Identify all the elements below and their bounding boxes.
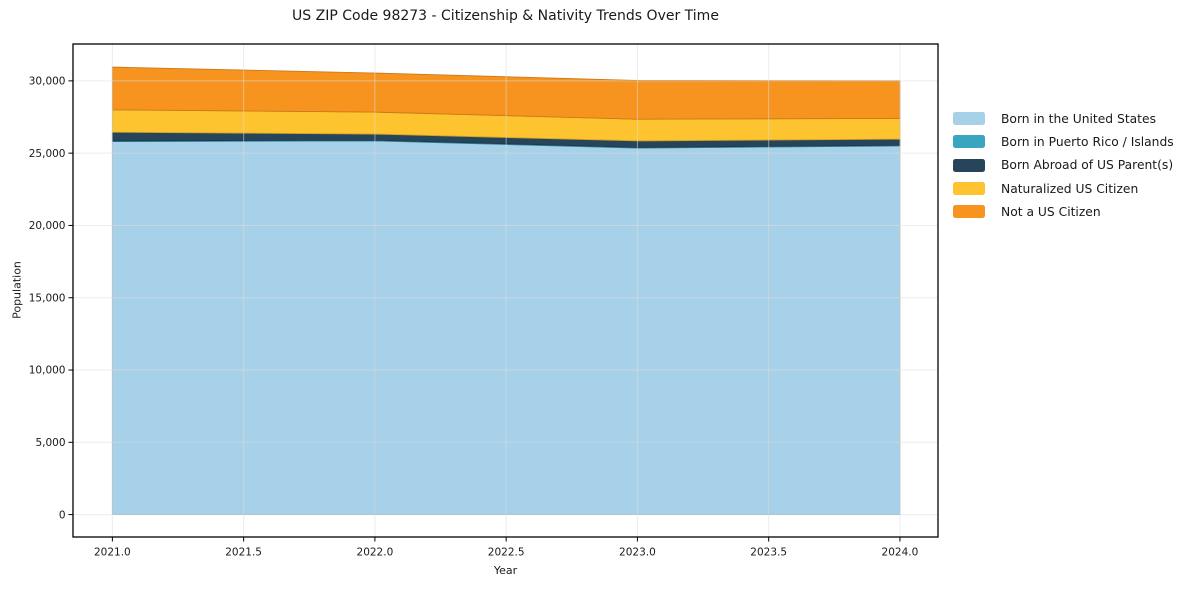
legend-label: Born in the United States [1001, 111, 1156, 126]
y-tick-label: 5,000 [35, 437, 65, 449]
y-tick-label: 0 [59, 509, 66, 521]
x-tick-label: 2022.5 [488, 547, 525, 559]
legend-label: Not a US Citizen [1001, 204, 1101, 219]
legend-item-1: Born in Puerto Rico / Islands [953, 130, 1174, 153]
x-tick-label: 2023.0 [619, 547, 656, 559]
y-tick-label: 20,000 [29, 220, 66, 232]
legend-label: Naturalized US Citizen [1001, 181, 1139, 196]
y-tick-label: 30,000 [29, 76, 66, 88]
y-axis-label: Population [10, 261, 24, 319]
axes-frame [72, 43, 939, 538]
x-tick-label: 2022.0 [357, 547, 394, 559]
x-tick-label: 2024.0 [882, 547, 919, 559]
x-tick-label: 2021.0 [94, 547, 131, 559]
legend-swatch-icon [953, 135, 985, 149]
y-tick-label: 15,000 [29, 292, 66, 304]
y-tick-label: 25,000 [29, 148, 66, 160]
legend: Born in the United States Born in Puerto … [953, 107, 1174, 223]
legend-swatch-icon [953, 158, 985, 172]
legend-item-0: Born in the United States [953, 107, 1174, 130]
legend-item-3: Naturalized US Citizen [953, 177, 1174, 200]
legend-item-2: Born Abroad of US Parent(s) [953, 154, 1174, 177]
x-tick-label: 2023.5 [750, 547, 787, 559]
y-tick-label: 10,000 [29, 365, 66, 377]
legend-label: Born in Puerto Rico / Islands [1001, 134, 1174, 149]
legend-swatch-icon [953, 205, 985, 219]
legend-swatch-icon [953, 182, 985, 196]
legend-item-4: Not a US Citizen [953, 200, 1174, 223]
legend-label: Born Abroad of US Parent(s) [1001, 158, 1174, 173]
x-tick-label: 2021.5 [225, 547, 262, 559]
legend-swatch-icon [953, 112, 985, 126]
x-axis-label: Year [493, 564, 518, 577]
chart-title: US ZIP Code 98273 - Citizenship & Nativi… [292, 8, 719, 24]
